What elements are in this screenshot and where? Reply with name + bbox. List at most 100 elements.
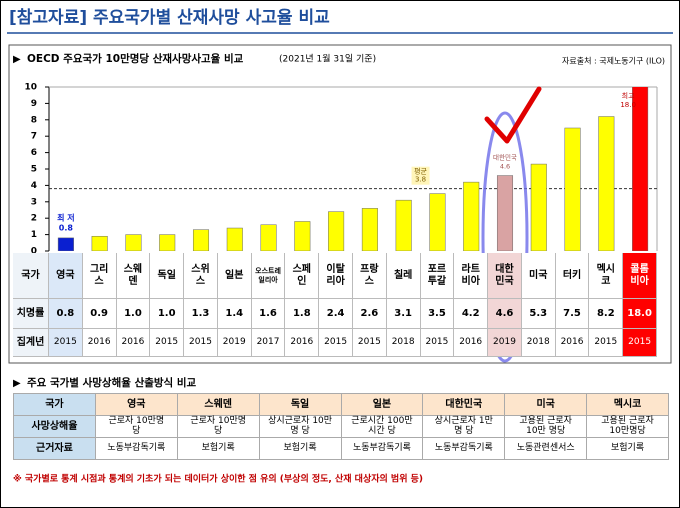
y-tick-label: 3 xyxy=(31,197,37,207)
page-title: [참고자료] 주요국가별 산재사망 사고율 비교 xyxy=(9,7,330,28)
table-cell: 고용된 근로자 10만 명당 xyxy=(504,415,588,438)
category-label: 그리스 xyxy=(82,253,117,299)
max-value: 18.0 xyxy=(620,101,636,109)
chart-subtitle: (2021년 1월 31일 기준) xyxy=(279,53,376,65)
bar xyxy=(159,234,176,251)
value-label: 1.3 xyxy=(184,299,218,329)
year-label: 2015 xyxy=(319,329,353,357)
category-label: 포르투갈 xyxy=(420,253,455,299)
method-table: 국가 영국 스웨덴 독일 일본 대한민국 미국 멕시코 사망상해율 근로자 10만명 당 근로자 1… xyxy=(13,393,669,460)
min-label: 최 저 xyxy=(57,212,75,222)
bar xyxy=(429,193,446,251)
year-label: 2016 xyxy=(555,329,590,357)
y-tick-label: 4 xyxy=(31,181,37,191)
category-label: 일본 xyxy=(217,253,252,299)
category-label: 영국 xyxy=(49,253,83,299)
y-tick-label: 10 xyxy=(24,83,37,93)
category-label: 스웨덴 xyxy=(116,253,151,299)
y-tick-label: 6 xyxy=(31,148,37,158)
year-label: 2015 xyxy=(49,329,83,357)
table-cell: 상시근로자 1만명 당 xyxy=(422,415,506,438)
table-cell: 근로자 10만명 당 xyxy=(94,415,178,438)
category-label: 이탈리아 xyxy=(319,253,353,299)
y-tick-label: 9 xyxy=(31,99,37,109)
table-row: 국가 영국 스웨덴 독일 일본 대한민국 미국 멕시코 xyxy=(13,393,669,416)
bar xyxy=(361,208,378,251)
value-label: 3.5 xyxy=(420,299,455,329)
category-label: 라트비아 xyxy=(454,253,489,299)
year-label: 2015 xyxy=(589,329,624,357)
table-cell: 사망상해율 xyxy=(13,415,96,438)
table-cell: 영국 xyxy=(94,393,178,416)
bar xyxy=(260,224,277,251)
y-tick-label: 7 xyxy=(31,132,37,142)
year-label: 2016 xyxy=(116,329,151,357)
year-label: 2018 xyxy=(521,329,556,357)
value-label: 2.4 xyxy=(319,299,353,329)
bar xyxy=(463,181,480,251)
category-label: 콜롬비아 xyxy=(623,253,657,299)
y-tick-label: 5 xyxy=(31,165,37,175)
bar xyxy=(598,116,615,251)
bar xyxy=(91,235,108,251)
y-tick-label: 2 xyxy=(31,214,37,224)
table-cell: 근거자료 xyxy=(13,437,96,460)
year-label: 2017 xyxy=(251,329,286,357)
category-label: 칠레 xyxy=(386,253,421,299)
reference-label: 평균 xyxy=(414,167,427,176)
value-label: 0.8 xyxy=(49,299,83,329)
year-label: 2016 xyxy=(285,329,320,357)
row-header: 치명률 xyxy=(13,299,49,329)
value-label: 1.0 xyxy=(150,299,185,329)
year-label: 2015 xyxy=(150,329,185,357)
table-cell: 근로자 10만명 당 xyxy=(176,415,260,438)
table-row: 근거자료 노동부감독기록 보험기록 보험기록 노동부감독기록 노동부감독기록 노동관련센서스… xyxy=(13,437,669,460)
category-label: 프랑스 xyxy=(353,253,387,299)
value-label: 1.4 xyxy=(217,299,252,329)
table-cell: 노동부감독기록 xyxy=(340,437,424,460)
category-label: 멕시코 xyxy=(589,253,624,299)
table-cell: 상시근로자 10만 명 당 xyxy=(258,415,342,438)
y-tick-label: 0 xyxy=(31,247,37,257)
table-cell: 스웨덴 xyxy=(176,393,260,416)
highlight-label: 대한민국 xyxy=(493,153,517,162)
min-value: 0.8 xyxy=(59,223,74,232)
category-label: 미국 xyxy=(521,253,556,299)
table-cell: 보험기록 xyxy=(176,437,260,460)
year-label: 2016 xyxy=(82,329,117,357)
chart-frame xyxy=(8,44,672,364)
value-label: 1.8 xyxy=(285,299,320,329)
year-label: 2019 xyxy=(217,329,252,357)
category-label: 독일 xyxy=(150,253,185,299)
highlight-value: 4.6 xyxy=(500,163,510,171)
bar xyxy=(564,127,581,251)
year-label: 2016 xyxy=(454,329,489,357)
category-label: 스위스 xyxy=(184,253,218,299)
chart-title: OECD 주요국가 10만명당 산재사망사고율 비교 xyxy=(27,52,244,65)
check-mark xyxy=(484,86,542,144)
category-label: 대한민국 xyxy=(488,253,522,299)
row-header: 국가 xyxy=(13,253,49,299)
bar xyxy=(57,237,74,251)
bar xyxy=(632,87,649,251)
value-label: 0.9 xyxy=(82,299,117,329)
table-cell: 노동부감독기록 xyxy=(94,437,178,460)
source: 자료출처 : 국제노동기구 (ILO) xyxy=(562,56,665,66)
bar xyxy=(125,234,142,251)
bar xyxy=(395,199,412,251)
year-label: 2015 xyxy=(353,329,387,357)
bars xyxy=(57,87,649,251)
table-cell: 고용된 근로자 10만명당 xyxy=(586,415,669,438)
table-cell: 노동관련센서스 xyxy=(504,437,588,460)
max-label: 최고 xyxy=(622,91,635,100)
bar xyxy=(530,163,547,251)
reference-value: 3.8 xyxy=(415,176,426,184)
bullet: ▶ xyxy=(13,378,21,389)
bar xyxy=(328,211,345,251)
y-tick-label: 8 xyxy=(31,115,37,125)
value-label: 8.2 xyxy=(589,299,624,329)
footnote: ※ 국가별로 통계 시점과 통계의 기초가 되는 데이터가 상이한 점 유의 (… xyxy=(13,473,423,485)
value-label: 18.0 xyxy=(623,299,657,329)
highlight-ellipse xyxy=(481,111,529,363)
table-cell: 일본 xyxy=(340,393,424,416)
